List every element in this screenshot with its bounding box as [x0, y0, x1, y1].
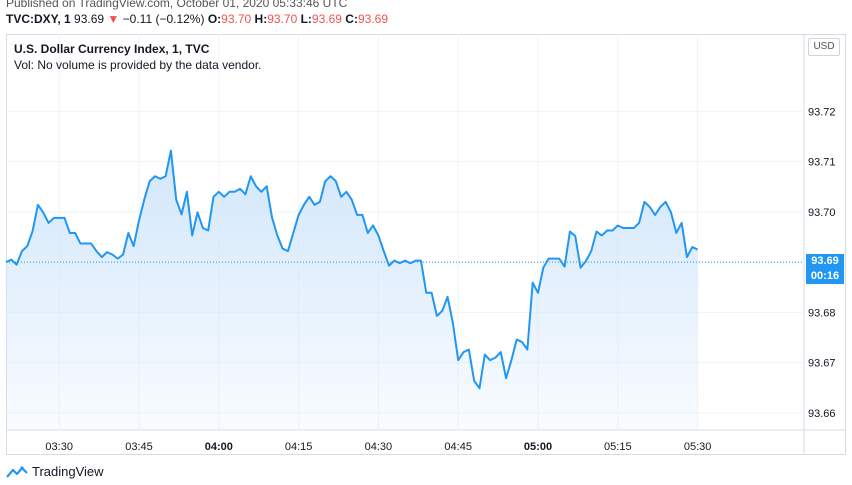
close-value: 93.69	[357, 12, 388, 26]
volume-note: Vol: No volume is provided by the data v…	[14, 58, 262, 72]
y-tick-label: 93.72	[808, 106, 836, 118]
x-tick-label: 05:00	[524, 441, 552, 453]
low-value: 93.69	[311, 12, 342, 26]
legend-title: U.S. Dollar Currency Index, 1, TVC	[14, 42, 210, 56]
y-tick-label: 93.71	[808, 157, 836, 169]
last-price: 93.69	[74, 12, 105, 26]
x-tick-label: 05:30	[684, 441, 712, 453]
footer-brand-label: TradingView	[32, 464, 104, 479]
tradingview-logo-icon	[6, 465, 28, 478]
published-line: Published on TradingView.com, October 01…	[6, 0, 348, 10]
open-label: O:	[207, 12, 222, 26]
x-tick-label: 04:45	[444, 441, 472, 453]
quote-line: TVC:DXY, 1 93.69 ▼ −0.11 (−0.12%) O:93.7…	[6, 12, 388, 26]
down-arrow-icon: ▼	[107, 12, 120, 26]
symbol-label: TVC:DXY, 1	[6, 12, 71, 26]
x-tick-label: 04:15	[285, 441, 313, 453]
x-tick-label: 04:30	[365, 441, 393, 453]
x-axis-labels: 03:30 03:45 04:00 04:15 04:30 04:45 05:00 05:15…	[45, 441, 711, 453]
high-label: H:	[254, 12, 268, 26]
series-line	[5, 149, 699, 390]
chart-frame	[6, 34, 846, 455]
x-tick-label: 05:15	[604, 441, 632, 453]
x-tick-label: 04:00	[205, 441, 233, 453]
y-tick-label: 93.66	[808, 408, 836, 420]
low-label: L:	[300, 12, 312, 26]
y-tick-label: 93.70	[808, 207, 836, 219]
series-area	[6, 150, 698, 430]
high-value: 93.70	[267, 12, 298, 26]
last-price-tag: 93.69	[806, 254, 844, 270]
y-tick-label: 93.67	[808, 358, 836, 370]
countdown-tag: 00:16	[806, 269, 844, 285]
y-tick-label: 93.68	[808, 307, 836, 319]
price-change: −0.11 (−0.12%)	[122, 12, 205, 26]
close-label: C:	[345, 12, 358, 26]
currency-button[interactable]: USD	[808, 38, 840, 56]
x-tick-label: 03:45	[125, 441, 153, 453]
x-tick-label: 03:30	[45, 441, 73, 453]
footer-brand[interactable]: TradingView	[6, 464, 104, 479]
open-value: 93.70	[221, 12, 252, 26]
